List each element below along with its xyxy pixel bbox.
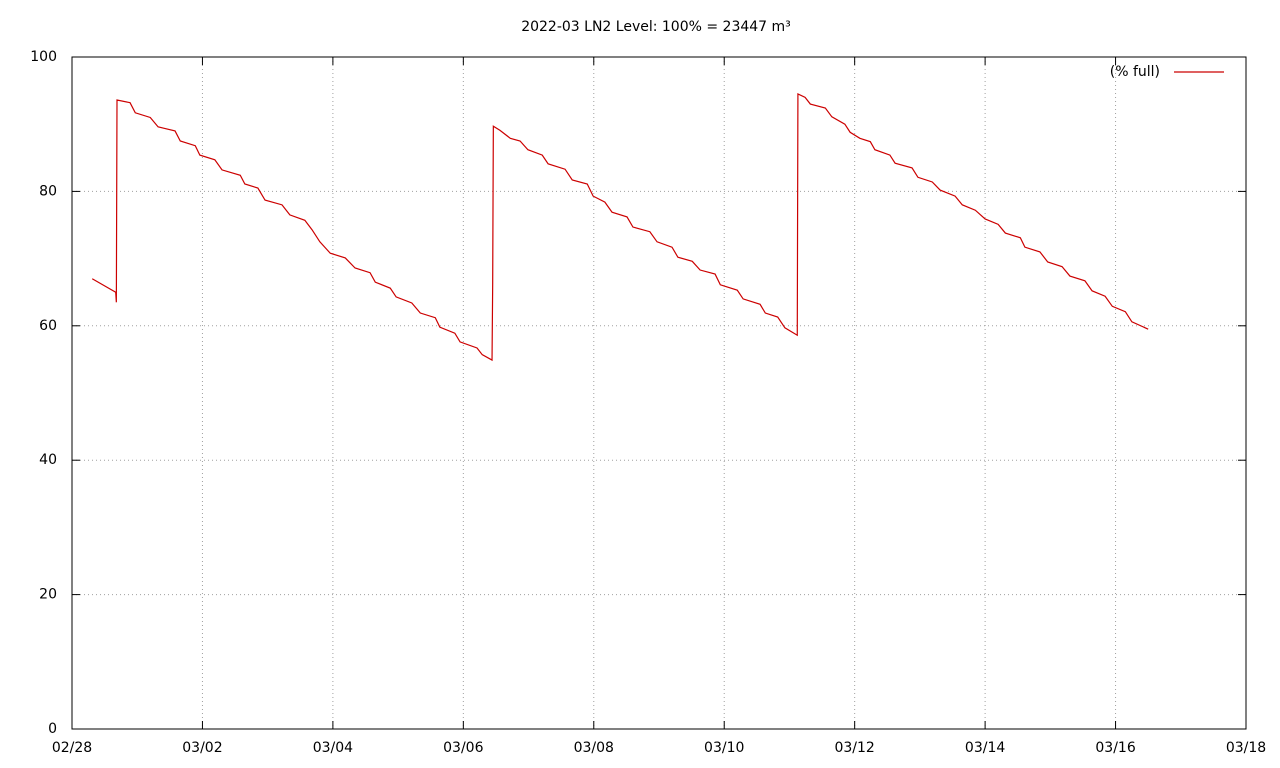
y-tick-label: 100 (30, 49, 57, 65)
plot-border (71, 56, 1247, 730)
x-tick-label: 02/28 (52, 740, 92, 756)
legend-label: (% full) (1110, 64, 1160, 80)
x-tick-label: 03/02 (182, 740, 222, 756)
y-tick-label: 60 (39, 318, 57, 334)
x-tick-label: 03/04 (313, 740, 353, 756)
chart-title: 2022-03 LN2 Level: 100% = 23447 m³ (521, 19, 791, 35)
x-tick-label: 03/14 (965, 740, 1005, 756)
x-tick-label: 03/10 (704, 740, 744, 756)
x-tick-label: 03/16 (1095, 740, 1135, 756)
y-tick-label: 40 (39, 452, 57, 468)
x-tick-label: 03/12 (834, 740, 874, 756)
plot (91, 93, 1149, 362)
y-tick-label: 80 (39, 183, 57, 199)
y-tick-label: 0 (48, 721, 57, 737)
x-tick-label: 03/08 (574, 740, 614, 756)
x-tick-label: 03/18 (1226, 740, 1266, 756)
line-series (91, 93, 1149, 362)
x-tick-label: 03/06 (443, 740, 483, 756)
y-tick-label: 20 (39, 587, 57, 603)
